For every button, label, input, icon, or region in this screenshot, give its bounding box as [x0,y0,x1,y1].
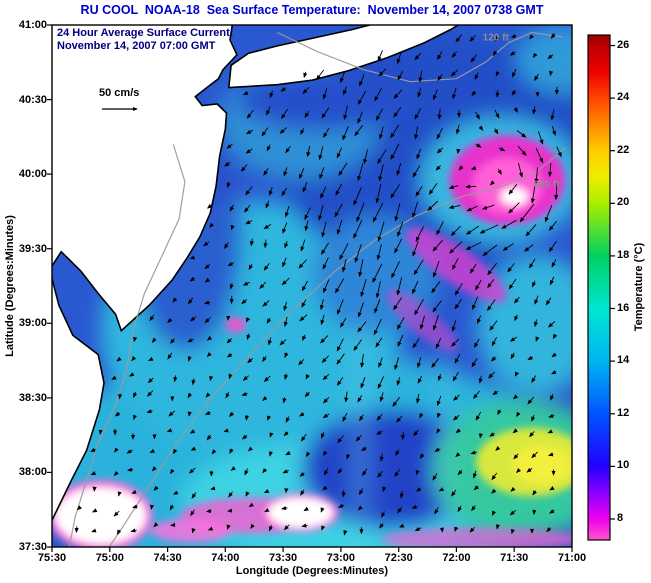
y-axis-ticks [47,24,52,548]
x-tick-label: 74:00 [211,552,240,564]
y-tick-label: 38:00 [18,466,47,479]
depth-contour-label: 600 ft [533,179,560,191]
depth-contour-label: 120 ft [482,32,509,44]
y-tick-label: 39:00 [18,317,47,330]
x-tick-label: 72:00 [442,552,471,564]
colorbar-tick-label: 18 [617,248,630,261]
y-tick-label: 39:30 [18,242,47,255]
x-tick-label: 75:00 [95,552,124,564]
current-scale-label: 50 cm/s [99,87,140,99]
figure-title: RU COOL NOAA-18 Sea Surface Temperature:… [80,3,544,17]
current-vectors [74,33,562,536]
x-axis-ticks [51,547,573,552]
colorbar-tick-label: 12 [617,406,630,419]
y-axis-title: Latitude (Degrees:Minutes) [4,215,16,357]
colorbar-tick-label: 16 [617,301,630,314]
y-tick-label: 40:00 [18,168,47,181]
colorbar [587,34,611,541]
y-tick-label: 40:30 [18,93,47,106]
current-annotation-line2: November 14, 2007 07:00 GMT [57,39,216,52]
y-tick-label: 41:00 [18,19,47,31]
colorbar-tick-label: 20 [617,196,630,209]
y-tick-label: 38:30 [18,391,47,404]
x-tick-label: 73:30 [269,552,298,564]
y-tick-label: 37:30 [18,541,47,553]
x-tick-label: 73:00 [326,552,355,564]
x-axis-title: Longitude (Degrees:Minutes) [235,565,389,577]
x-tick-label: 72:30 [384,552,413,564]
x-tick-label: 74:30 [153,552,182,564]
colorbar-tick-label: 24 [617,91,630,104]
land [52,25,460,523]
current-annotation-line1: 24 Hour Average Surface Current: [57,27,234,39]
colorbar-tick-label: 14 [617,354,630,367]
x-tick-label: 71:00 [557,552,587,564]
current-annotation: 24 Hour Average Surface Current: Novembe… [57,27,233,52]
colorbar-tick-label: 8 [617,511,624,524]
colorbar-tick-label: 22 [617,143,630,156]
x-tick-label: 71:30 [500,552,529,564]
plot-border [51,24,573,548]
colorbar-title: Temperature (°C) [633,242,645,332]
colorbar-tick-label: 10 [617,459,630,472]
bathymetry-contours [68,31,567,547]
colorbar-tick-label: 26 [617,38,630,51]
x-tick-label: 75:30 [37,552,67,564]
colorbar-ticks [610,44,615,520]
